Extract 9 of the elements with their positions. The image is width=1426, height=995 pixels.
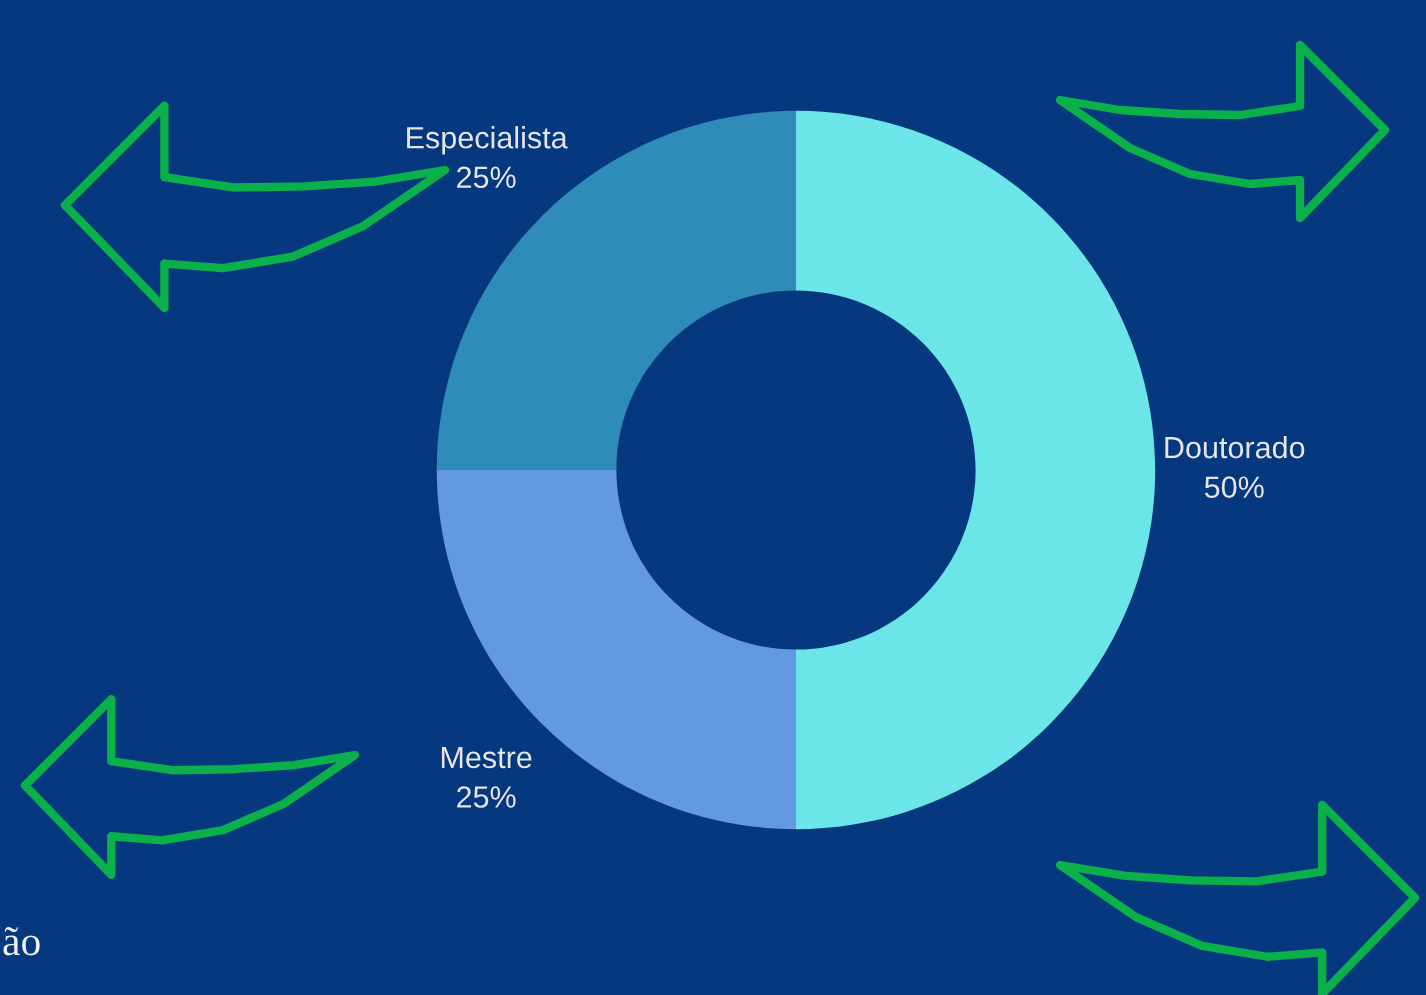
donut-slice: [796, 110, 1156, 830]
data-label: 25%: [457, 166, 516, 189]
data-label: 25%: [457, 786, 516, 808]
donut-slice: [436, 470, 796, 830]
slice-label: Doutorado: [1165, 435, 1305, 459]
data-label: 50%: [1204, 476, 1264, 498]
slice-label: Especialista: [407, 126, 568, 155]
text: ão: [3, 926, 40, 956]
slice-label: Mestre: [441, 746, 532, 769]
